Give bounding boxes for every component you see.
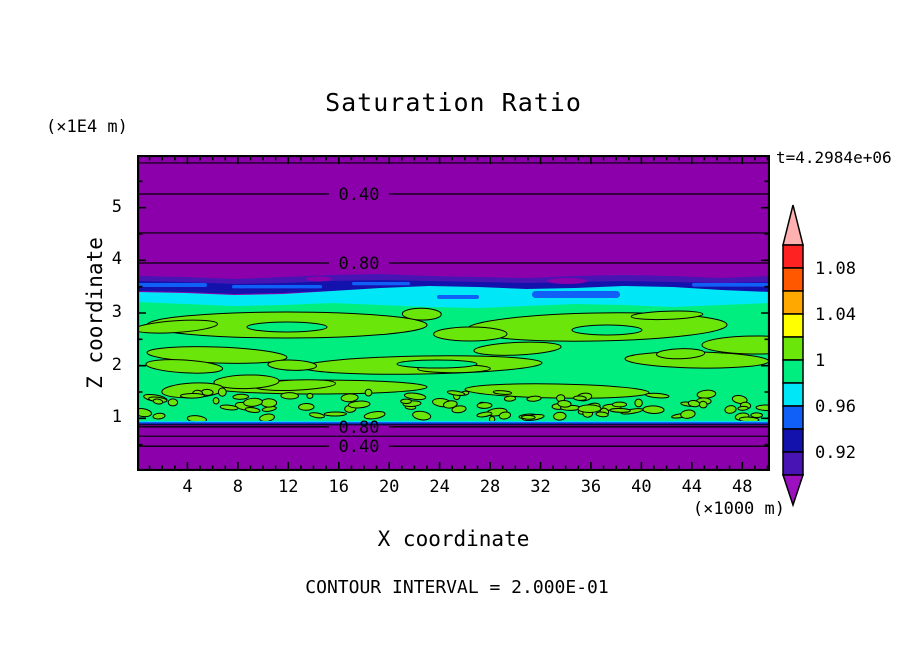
colorbar-label: 0.92 [815,443,856,463]
y-axis-unit-label: (×1E4 m) [46,117,128,137]
colorbar-label: 1.08 [815,259,856,279]
figure-title: Saturation Ratio [325,88,582,117]
x-tick-label-40: 40 [631,477,652,497]
colorbar-label: 1 [815,351,825,371]
z-tick-label-2: 2 [111,354,122,375]
x-tick-label-44: 44 [681,477,703,497]
x-tick-label-28: 28 [479,477,501,497]
x-tick-label-32: 32 [530,477,551,497]
colorbar: 1.08 1.04 1 0.96 0.92 [775,195,903,515]
contour-interval-note: CONTOUR INTERVAL = 2.000E-01 [305,577,609,598]
x-axis-unit-label: (×1000 m) [692,499,785,519]
x-tick-label-48: 48 [732,477,753,497]
x-tick-label-24: 24 [429,477,450,497]
x-tick-label-20: 20 [378,477,400,497]
x-axis-title: X coordinate [377,527,530,551]
z-tick-label-4: 4 [111,249,122,270]
x-tick-label-12: 12 [278,477,299,497]
svg-text:0.40: 0.40 [339,185,380,205]
svg-text:0.80: 0.80 [339,418,380,438]
x-tick-label-4: 4 [182,477,193,497]
svg-text:0.40: 0.40 [339,437,380,457]
z-tick-label-3: 3 [111,302,122,322]
z-tick-label-1: 1 [111,407,122,428]
z-tick-label-5: 5 [111,196,122,217]
svg-text:0.80: 0.80 [339,254,380,274]
x-tick-label-36: 36 [580,477,602,497]
colorbar-label: 0.96 [815,397,856,417]
x-tick-label-8: 8 [232,477,243,497]
contour-plot: 0.40 0.80 0.80 0.40 [137,155,770,471]
time-annotation: t=4.2984e+06 [776,148,892,167]
x-tick-label-16: 16 [328,477,349,497]
colorbar-label: 1.04 [815,305,856,325]
